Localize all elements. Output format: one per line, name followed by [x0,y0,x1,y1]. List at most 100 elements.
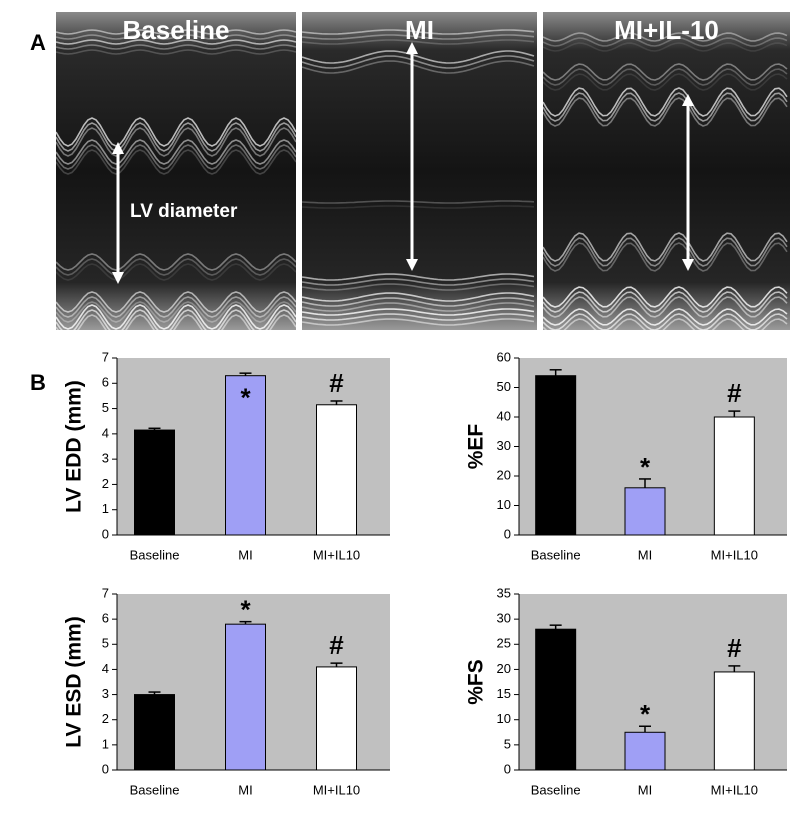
y-tick-label: 25 [497,636,511,651]
echo-trace [301,50,535,64]
y-tick-label: 7 [102,585,109,600]
significance-mark: # [727,633,742,663]
echo-trace [301,60,535,74]
echo-trace [55,122,297,152]
y-tick-label: 15 [497,686,511,701]
bar [624,487,666,536]
y-tick-label: 35 [497,585,511,600]
echo-trace [55,291,297,313]
echo-trace [55,139,297,165]
echo-trace [301,318,535,326]
echo-trace [55,127,297,157]
x-tick-label: Baseline [130,547,180,562]
y-tick-label: 20 [497,661,511,676]
bar [225,375,266,536]
echo-trace [301,302,535,312]
y-tick-label: 3 [102,686,109,701]
x-tick-label: Baseline [531,782,581,797]
y-tick-label: 2 [102,476,109,491]
echo-trace [55,144,297,170]
echo-trace [542,42,788,52]
y-tick-label: 7 [102,349,109,364]
y-tick-label: 1 [102,736,109,751]
y-tick-label: 5 [102,400,109,415]
y-tick-label: 20 [497,467,511,482]
echo-trace [542,291,788,313]
echo-image [543,12,790,330]
y-tick-label: 3 [102,451,109,466]
echo-trace [301,278,535,286]
echo-image [56,12,296,330]
y-tick-label: 0 [102,761,109,776]
echo-trace [542,92,788,122]
significance-mark: * [240,595,251,625]
echo-trace [542,73,788,91]
echo-trace [542,313,788,331]
y-tick-label: 10 [497,497,511,512]
image-title: MI+IL-10 [614,15,719,45]
echo-trace [301,55,535,69]
echo-trace [542,237,788,267]
bar [134,429,175,536]
panel-label: A [30,30,46,55]
echo-trace [301,308,535,316]
bar [535,375,577,536]
echo-trace [55,117,297,147]
y-tick-label: 0 [102,526,109,541]
x-tick-label: MI [238,782,252,797]
echo-trace [55,34,297,40]
echo-trace [55,29,297,35]
significance-mark: * [240,383,251,413]
echo-trace [301,283,535,291]
y-tick-label: 10 [497,711,511,726]
echo-trace [542,68,788,86]
echo-trace [55,304,297,330]
y-tick-label: 1 [102,501,109,516]
bar [535,628,577,771]
image-title: MI [405,15,434,45]
bar [713,416,755,536]
significance-mark: # [727,378,742,408]
echo-trace [301,29,535,35]
panel-label: B [30,370,46,395]
bar [624,731,666,771]
bar [316,404,357,536]
echo-trace [301,292,535,302]
significance-mark: * [640,452,651,482]
echo-trace [55,253,297,271]
echo-trace [55,314,297,340]
y-tick-label: 2 [102,711,109,726]
y-tick-label: 6 [102,375,109,390]
echo-trace [542,318,788,336]
y-tick-label: 4 [102,661,109,676]
echo-trace [542,286,788,308]
significance-mark: # [329,368,344,398]
echo-trace [542,296,788,318]
y-tick-label: 4 [102,425,109,440]
x-tick-label: MI+IL10 [711,782,758,797]
y-tick-label: 40 [497,408,511,423]
echo-trace [301,205,535,209]
x-tick-label: MI [238,547,252,562]
echo-trace [301,313,535,321]
echo-trace [542,87,788,117]
echo-trace [55,258,297,276]
echo-trace [55,44,297,50]
echo-trace [55,309,297,335]
x-tick-label: MI+IL10 [313,782,360,797]
echo-trace [55,49,297,55]
x-tick-label: MI [638,547,652,562]
y-axis-label: %EF [465,424,488,470]
echo-trace [301,200,535,204]
significance-mark: # [329,630,344,660]
significance-mark: * [640,699,651,729]
y-tick-label: 5 [102,636,109,651]
y-axis-label: %FS [465,659,488,705]
echo-trace [542,232,788,262]
bar [713,671,755,771]
annotation: LV diameter [130,201,238,222]
y-tick-label: 30 [497,611,511,626]
y-tick-label: 0 [504,761,511,776]
y-tick-label: 5 [504,736,511,751]
